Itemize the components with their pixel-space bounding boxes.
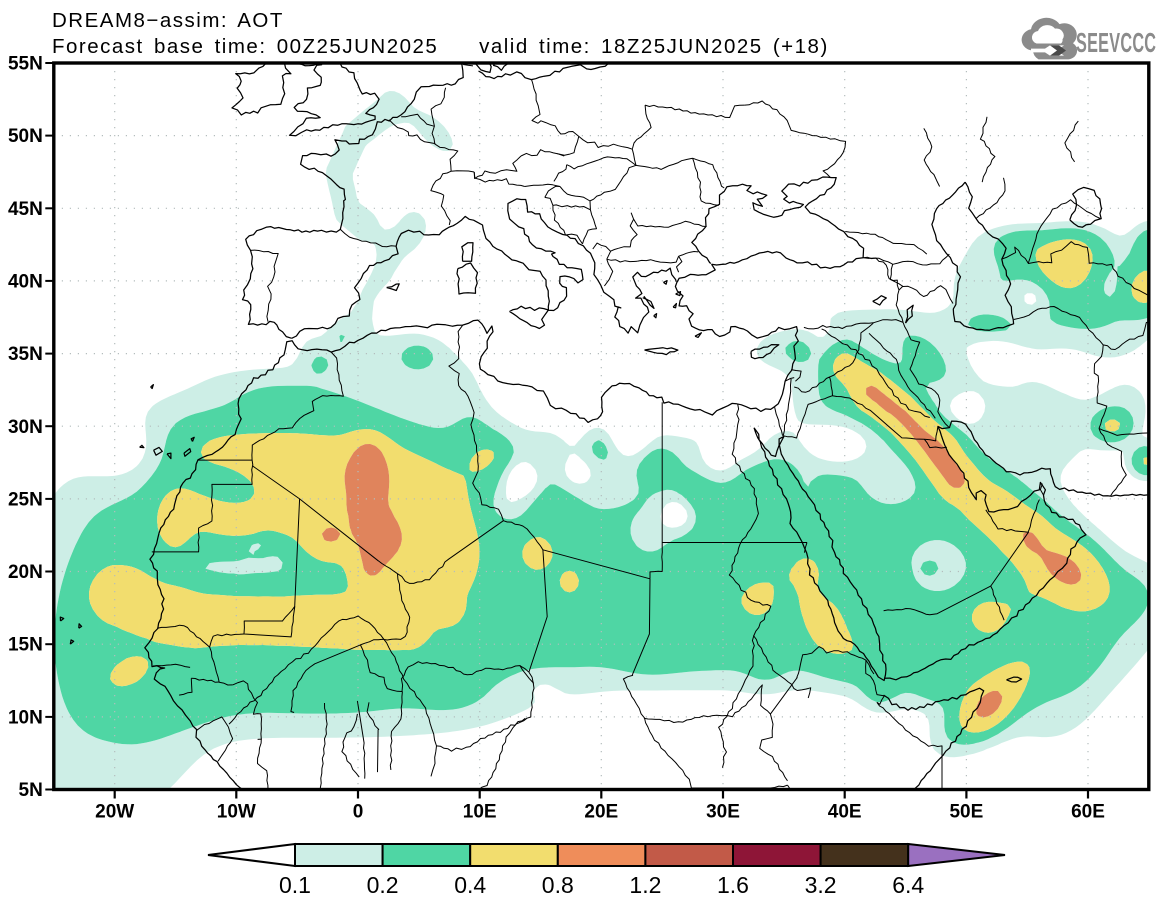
svg-text:DREAM8−assim: AOT: DREAM8−assim: AOT — [52, 9, 284, 32]
svg-text:0.4: 0.4 — [454, 872, 486, 898]
svg-text:10N: 10N — [8, 707, 43, 728]
svg-text:0.2: 0.2 — [367, 872, 399, 898]
svg-text:Forecast base time: 00Z25JUN20: Forecast base time: 00Z25JUN2025 valid t… — [52, 35, 829, 58]
svg-text:30N: 30N — [8, 417, 43, 438]
svg-text:25N: 25N — [8, 489, 43, 510]
svg-text:10W: 10W — [217, 802, 256, 823]
svg-text:3.2: 3.2 — [805, 872, 837, 898]
svg-text:45N: 45N — [8, 199, 43, 220]
svg-text:0: 0 — [353, 802, 364, 823]
svg-text:40E: 40E — [828, 802, 862, 823]
svg-text:20W: 20W — [95, 802, 134, 823]
svg-text:0.1: 0.1 — [279, 872, 311, 898]
svg-text:60E: 60E — [1071, 802, 1105, 823]
svg-text:35N: 35N — [8, 344, 43, 365]
svg-text:5N: 5N — [19, 780, 43, 801]
svg-text:0.8: 0.8 — [542, 872, 574, 898]
svg-text:40N: 40N — [8, 271, 43, 292]
svg-text:50N: 50N — [8, 126, 43, 147]
svg-text:20E: 20E — [584, 802, 618, 823]
svg-text:SEEVCCC: SEEVCCC — [1076, 28, 1156, 58]
svg-text:55N: 55N — [8, 54, 43, 75]
svg-text:15N: 15N — [8, 635, 43, 656]
svg-text:50E: 50E — [949, 802, 983, 823]
svg-text:20N: 20N — [8, 562, 43, 583]
svg-text:30E: 30E — [706, 802, 740, 823]
svg-text:10E: 10E — [463, 802, 497, 823]
svg-text:6.4: 6.4 — [892, 872, 924, 898]
svg-text:1.6: 1.6 — [717, 872, 749, 898]
svg-text:1.2: 1.2 — [629, 872, 661, 898]
